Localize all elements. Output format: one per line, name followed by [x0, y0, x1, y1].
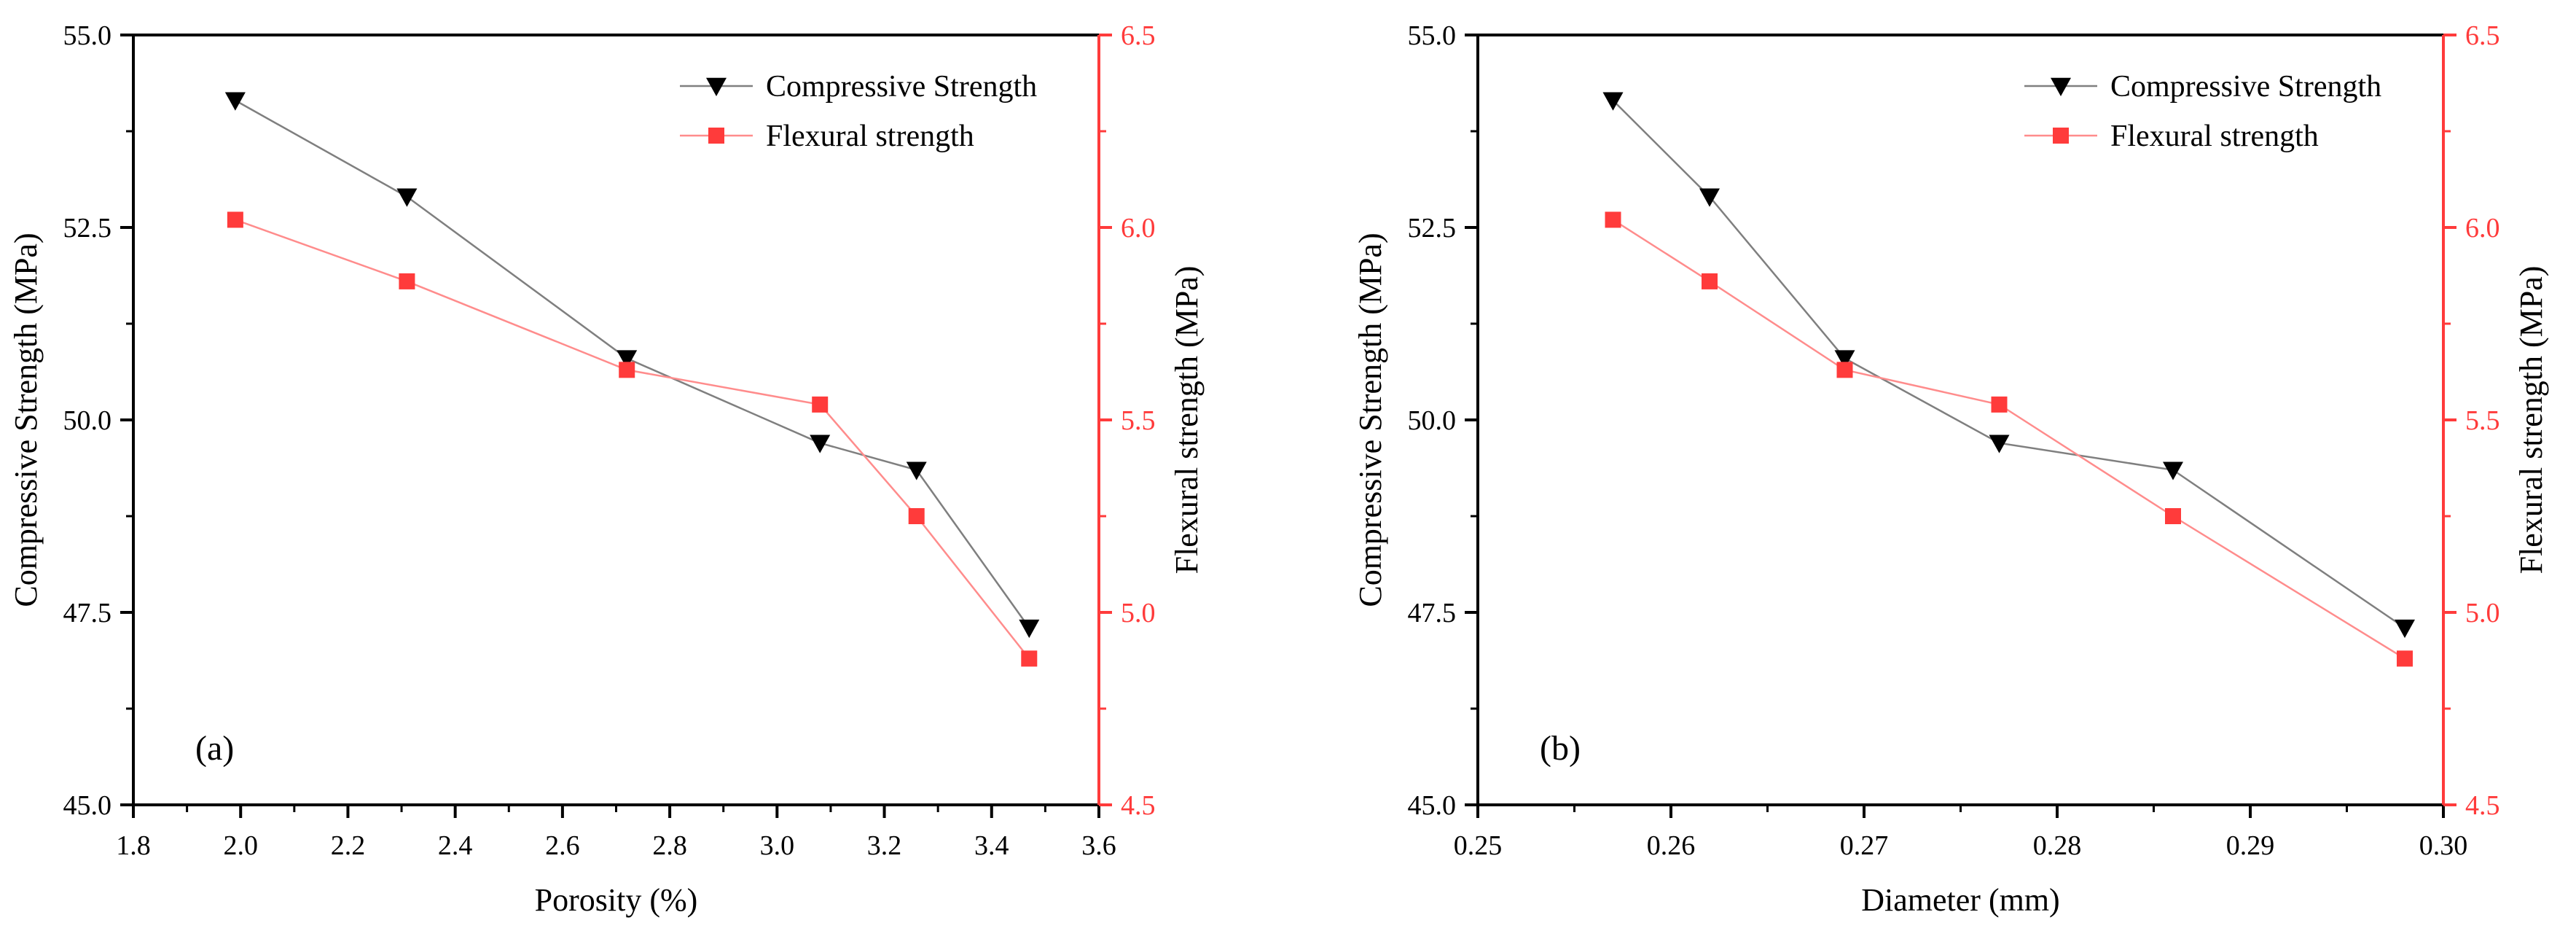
x-axis-title: Porosity (%) — [535, 882, 698, 918]
right-y-tick-label: 6.5 — [1121, 20, 1156, 51]
x-axis-title: Diameter (mm) — [1861, 882, 2059, 918]
legend-marker-flexural — [708, 128, 724, 144]
x-tick-label: 0.29 — [2226, 830, 2275, 861]
compressive-data-point — [2163, 461, 2183, 480]
flexural-series-line — [1612, 219, 2405, 660]
chart-panel-b: 0.25 0.26 0.27 0.28 0.29 0.30 45.0 47.5 50.0 52.5… — [1352, 20, 2549, 918]
left-y-tick-label: 55.0 — [1408, 20, 1457, 51]
panel-label: (b) — [1540, 729, 1581, 768]
x-tick-label: 2.6 — [545, 830, 580, 861]
left-y-axis-title: Compressive Strength (MPa) — [8, 233, 44, 607]
left-y-tick-label: 45.0 — [63, 790, 112, 821]
right-y-tick-label: 5.0 — [2465, 598, 2500, 628]
flexural-data-point — [227, 211, 243, 228]
x-tick-label: 3.2 — [867, 830, 902, 861]
compressive-data-point — [224, 92, 246, 111]
x-tick-label: 1.8 — [116, 830, 151, 861]
compressive-data-point — [1834, 350, 1855, 369]
legend-label: Compressive Strength — [2110, 70, 2381, 104]
flexural-data-point — [1991, 396, 2008, 413]
flexural-series-line — [235, 219, 1030, 660]
right-y-tick-label: 5.0 — [1121, 598, 1156, 628]
left-y-tick-label: 52.5 — [63, 213, 112, 243]
right-y-tick-label: 5.5 — [1121, 405, 1156, 436]
flexural-data-point — [2165, 508, 2181, 524]
panel-label: (a) — [195, 729, 234, 768]
flexural-data-point — [908, 508, 925, 524]
x-tick-label: 2.0 — [223, 830, 258, 861]
x-tick-label: 2.4 — [438, 830, 473, 861]
left-y-tick-label: 50.0 — [1408, 405, 1457, 436]
right-y-tick-label: 4.5 — [2465, 790, 2500, 821]
x-tick-label: 2.2 — [331, 830, 366, 861]
flexural-data-point — [1605, 211, 1621, 228]
right-y-tick-label: 4.5 — [1121, 790, 1156, 821]
left-y-tick-label: 50.0 — [63, 405, 112, 436]
flexural-data-point — [1702, 273, 1718, 289]
left-y-axis-title: Compressive Strength (MPa) — [1352, 233, 1388, 607]
chart-panel-a: 1.8 2.0 2.2 2.4 2.6 2.8 3.0 3.2 3.4 3.6 45.0 47.5 50… — [8, 20, 1205, 918]
legend-marker-compressive — [2051, 77, 2071, 96]
right-y-tick-label: 6.5 — [2465, 20, 2500, 51]
flexural-data-point — [399, 273, 415, 289]
flexural-data-point — [1021, 650, 1038, 667]
x-tick-label: 2.8 — [652, 830, 687, 861]
left-y-tick-label: 55.0 — [63, 20, 112, 51]
right-y-axis-title: Flexural strength (MPa) — [2513, 266, 2549, 574]
compressive-data-point — [1019, 619, 1040, 639]
x-tick-label: 0.28 — [2033, 830, 2082, 861]
compressive-data-point — [616, 350, 638, 369]
x-tick-label: 0.30 — [2419, 830, 2468, 861]
legend-label: Flexural strength — [2110, 120, 2319, 153]
left-y-tick-label: 47.5 — [63, 598, 112, 628]
compressive-data-point — [1989, 435, 2010, 453]
x-tick-label: 3.6 — [1081, 830, 1116, 861]
compressive-series-line — [1612, 99, 2405, 629]
legend-marker-flexural — [2053, 128, 2069, 144]
x-tick-label: 0.27 — [1840, 830, 1889, 861]
left-y-tick-label: 47.5 — [1408, 598, 1457, 628]
legend-label: Flexural strength — [766, 120, 974, 153]
compressive-data-point — [906, 461, 927, 480]
legend-marker-compressive — [706, 77, 727, 96]
compressive-data-point — [1699, 188, 1720, 207]
right-y-tick-label: 6.0 — [1121, 213, 1156, 243]
compressive-data-point — [1602, 92, 1624, 111]
flexural-data-point — [2397, 650, 2413, 667]
compressive-data-point — [810, 435, 831, 453]
left-y-tick-label: 45.0 — [1408, 790, 1457, 821]
compressive-data-point — [396, 188, 418, 207]
compressive-series-line — [235, 99, 1030, 628]
flexural-data-point — [812, 396, 829, 413]
right-y-axis-title: Flexural strength (MPa) — [1169, 266, 1205, 574]
flexural-data-point — [1836, 362, 1853, 378]
flexural-data-point — [619, 362, 635, 378]
legend-label: Compressive Strength — [766, 70, 1037, 104]
right-y-tick-label: 6.0 — [2465, 213, 2500, 243]
x-tick-label: 3.0 — [760, 830, 795, 861]
x-tick-label: 0.26 — [1647, 830, 1696, 861]
left-y-tick-label: 52.5 — [1408, 213, 1457, 243]
x-tick-label: 3.4 — [974, 830, 1009, 861]
x-tick-label: 0.25 — [1454, 830, 1503, 861]
compressive-data-point — [2395, 619, 2415, 639]
right-y-tick-label: 5.5 — [2465, 405, 2500, 436]
